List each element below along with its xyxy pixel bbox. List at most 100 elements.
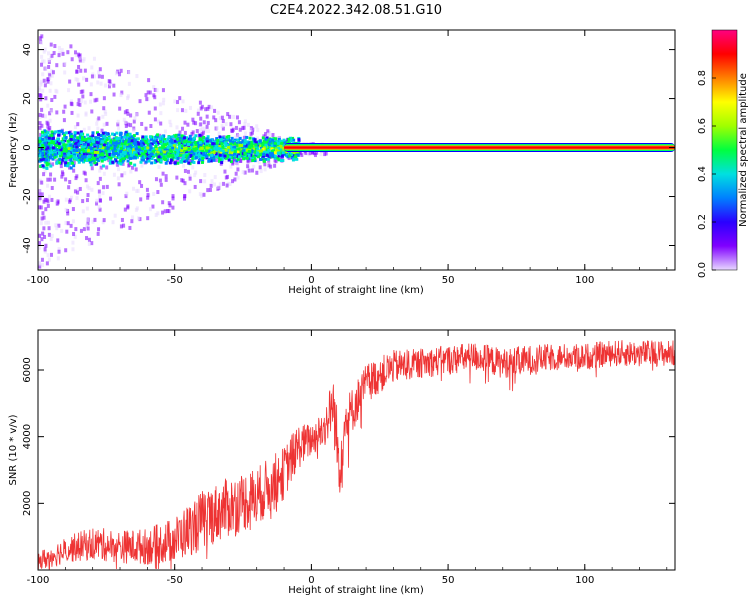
spectrogram-speckle [72, 232, 76, 237]
spectrogram-cell [258, 153, 262, 157]
spectrogram-cell [251, 154, 255, 158]
spectrogram-cell [146, 146, 150, 150]
spectrogram-cell [128, 132, 132, 136]
spectrogram-speckle [48, 88, 52, 93]
spectrogram-speckle [140, 121, 144, 126]
spectrogram-cell [275, 139, 279, 143]
spectrogram-cell [213, 140, 217, 144]
spectrogram-cell [202, 135, 206, 139]
spectrogram-cell [80, 136, 84, 140]
spectrogram-cell [53, 155, 57, 159]
spectrogram-cell [38, 137, 42, 141]
spectrogram-cell [192, 160, 196, 164]
y-tick-label: 2000 [22, 491, 33, 516]
spectrogram-speckle [49, 237, 53, 242]
spectrogram-speckle [48, 177, 52, 182]
spectrogram-cell [238, 141, 242, 145]
spectrogram-speckle [44, 66, 48, 71]
spectrogram-speckle [229, 164, 233, 169]
spectrogram-cell [289, 138, 293, 142]
spectrogram-cell [247, 157, 251, 161]
spectrogram-cell [172, 134, 176, 138]
spectrogram-speckle [133, 116, 137, 121]
spectrogram-cell [115, 145, 119, 149]
spectrogram-speckle [266, 132, 270, 137]
spectrogram-cell [137, 142, 141, 146]
spectrogram-cell [218, 153, 222, 157]
spectrogram-cell [116, 155, 120, 159]
spectrogram-cell [104, 156, 108, 160]
spectrogram-cell [189, 137, 193, 141]
spectrogram-speckle [126, 111, 130, 116]
spectrogram-cell [155, 147, 159, 151]
spectrogram-cell [153, 161, 157, 165]
spectrogram-cell [221, 145, 225, 149]
spectrogram-cell [289, 153, 293, 157]
spectrogram-speckle [40, 123, 44, 128]
spectrogram-speckle [225, 183, 229, 188]
spectrogram-cell [174, 133, 178, 137]
snr-y-ticks: 2000 4000 6000 [22, 357, 675, 516]
spectrogram-speckle [68, 165, 72, 170]
spectrogram-speckle [116, 176, 120, 181]
spectrogram-cell [184, 139, 188, 143]
spectrogram-cell [177, 153, 181, 157]
spectrogram-speckle [60, 174, 64, 179]
spectrogram-speckle [161, 210, 165, 215]
spectrogram-speckle [183, 181, 187, 186]
spectrogram-cell [73, 134, 77, 138]
spectrogram-speckle [159, 121, 163, 126]
spectrogram-cell [208, 139, 212, 143]
spectrogram-speckle [107, 158, 111, 163]
spectrogram-speckle [255, 158, 259, 163]
spectrogram-cell [45, 150, 49, 154]
spectrogram-speckle [74, 53, 78, 58]
spectrogram-cell [171, 154, 175, 158]
spectrogram-speckle [102, 171, 106, 176]
spectrogram-cell [171, 146, 175, 150]
spectrogram-cell [183, 159, 187, 163]
spectrogram-cell [277, 158, 281, 162]
spectrogram-cell [264, 138, 268, 142]
spectrogram-speckle [90, 74, 94, 79]
spectrogram-speckle [99, 81, 103, 86]
spectrogram-cell [69, 132, 73, 136]
spectrogram-speckle [161, 88, 165, 93]
spectrogram-speckle [127, 163, 131, 168]
spectrogram-cell [111, 151, 115, 155]
spectrogram-cell [238, 145, 242, 149]
spectrogram-speckle [66, 211, 70, 216]
spectrogram-cell [55, 161, 59, 165]
spectrogram-speckle [79, 228, 83, 233]
y-tick-label: 4000 [22, 424, 33, 449]
spectrogram-speckle [206, 188, 210, 193]
spectrogram-cell [159, 146, 163, 150]
spectrogram-speckle [47, 257, 51, 262]
snr-series-line [38, 340, 675, 570]
spectrogram-cell [233, 152, 237, 156]
spectrogram-cell [120, 142, 124, 146]
spectrogram-cell [238, 136, 242, 140]
spectrogram-speckle [182, 163, 186, 168]
spectrogram-cell [113, 145, 117, 149]
spectrogram-cell [182, 153, 186, 157]
spectrogram-cell [80, 158, 84, 162]
spectrogram-speckle [240, 136, 244, 141]
spectrogram-cell [183, 146, 187, 150]
spectrogram-cell [43, 129, 47, 133]
spectrogram-speckle [126, 122, 130, 127]
spectrogram-speckle [41, 211, 45, 216]
spectrogram-speckle [224, 122, 228, 127]
spectrogram-cell [277, 151, 281, 155]
spectrogram-speckle [191, 117, 195, 122]
spectrogram-cell [60, 151, 64, 155]
spectrogram-cell [179, 141, 183, 145]
spectrogram-cell [86, 133, 90, 137]
spectrogram-speckle [112, 172, 116, 177]
spectrogram-cell [123, 148, 127, 152]
snr-plot-area [38, 330, 675, 570]
spectrogram-cell [73, 153, 77, 157]
spectrogram-cell [197, 152, 201, 156]
spectrogram-cell [194, 140, 198, 144]
carrier-core [284, 146, 675, 149]
